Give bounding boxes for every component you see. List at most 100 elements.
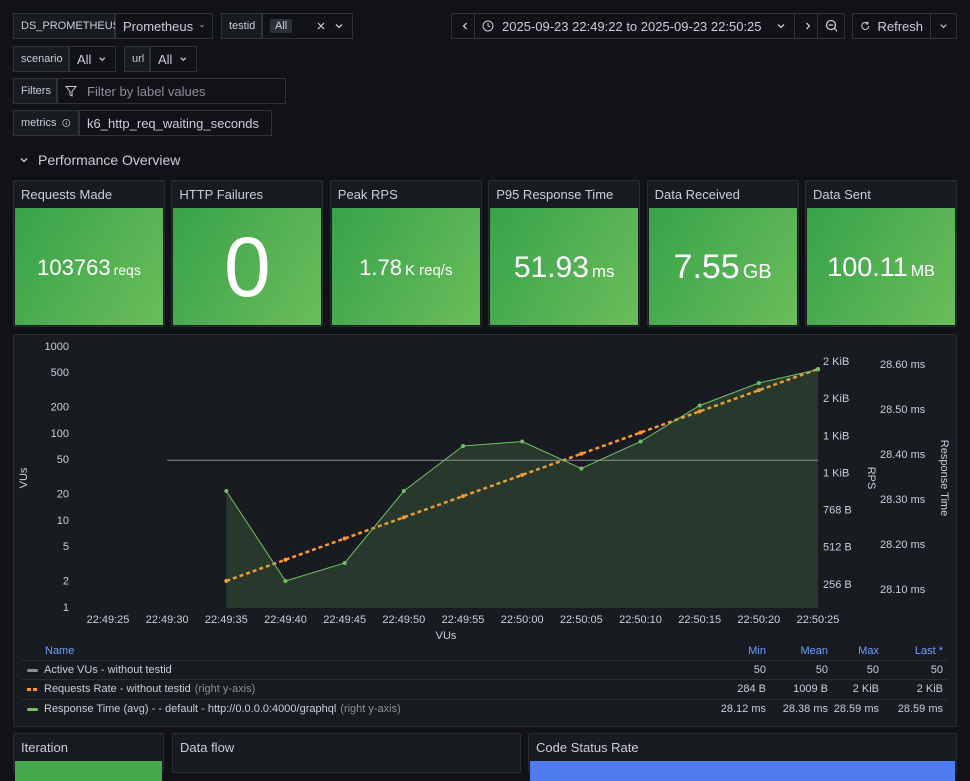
stat-title: HTTP Failures <box>179 187 263 202</box>
metrics-value: k6_http_req_waiting_seconds <box>87 115 260 131</box>
panel: Code Status Rate <box>528 733 957 781</box>
stat-value: 7.55 <box>673 248 740 286</box>
legend-swatch <box>27 669 38 672</box>
series-point <box>520 472 525 477</box>
y2-tick-label: 512 B <box>823 542 852 554</box>
legend-stat: 28.59 ms <box>897 702 943 715</box>
legend-stat: 50 <box>866 664 879 676</box>
series-point <box>756 381 761 385</box>
stat-panel: Peak RPS 1.78 K req/s <box>329 180 482 327</box>
variable-label: DS_PROMETHEUS <box>13 13 120 39</box>
stat-panel: HTTP Failures 0 <box>171 180 324 327</box>
legend-header: Mean <box>800 645 828 657</box>
y-tick-label: 10 <box>57 515 69 527</box>
variable-select[interactable]: All <box>262 13 353 39</box>
stat-body: 0 <box>173 208 322 325</box>
x-tick-label: 22:49:45 <box>323 614 366 626</box>
x-tick-label: 22:50:20 <box>737 614 780 626</box>
legend-separator <box>22 660 948 661</box>
filters-input[interactable]: Filter by label values <box>57 78 286 104</box>
zoom-out[interactable] <box>817 13 845 39</box>
y2-tick-label: 256 B <box>823 579 852 591</box>
y2-tick-label: 1 KiB <box>823 430 849 442</box>
time-range-text: 2025-09-23 22:49:22 to 2025-09-23 22:50:… <box>502 18 762 34</box>
icon <box>462 22 467 30</box>
time-range[interactable]: 2025-09-23 22:49:22 to 2025-09-23 22:50:… <box>474 13 795 39</box>
y3-tick-label: 28.40 ms <box>880 449 926 461</box>
x-tick-label: 22:50:15 <box>678 614 721 626</box>
y2-tick-label: 2 KiB <box>823 356 849 368</box>
icon <box>825 19 837 32</box>
x-tick-label: 22:49:55 <box>442 614 485 626</box>
stat-value: 103763 <box>37 255 111 280</box>
legend-stat: 2 KiB <box>916 683 943 696</box>
series-point <box>756 388 761 393</box>
legend-separator <box>22 698 948 700</box>
y3-tick-label: 28.30 ms <box>880 494 926 506</box>
legend-header: Last * <box>914 645 943 657</box>
variable-select[interactable]: All <box>69 46 116 72</box>
stat-panel: Requests Made 103763 reqs <box>13 180 165 327</box>
variable-chip: All <box>270 19 293 33</box>
icon <box>806 22 810 30</box>
legend-series-name: Response Time (avg) - - default - http:/… <box>44 702 337 715</box>
refresh-text: Refresh <box>877 18 923 34</box>
legend-series-name: Requests Rate - without testid <box>44 683 191 696</box>
variable-select[interactable]: All <box>150 46 197 72</box>
legend-stat: 2 KiB <box>852 683 879 696</box>
variable-value: All <box>158 51 173 67</box>
legend-note: (right y-axis) <box>194 683 256 696</box>
legend-stat: 28.59 ms <box>833 702 879 715</box>
y-tick-label: 1 <box>63 602 69 614</box>
panel: Data flow <box>172 733 521 773</box>
variable-value: All <box>77 51 92 67</box>
x-tick-label: 22:50:10 <box>619 614 662 626</box>
series-point <box>461 444 465 448</box>
icon <box>65 86 77 97</box>
legend-separator <box>22 679 948 681</box>
y-tick-label: 50 <box>57 454 69 466</box>
icon <box>940 24 947 29</box>
series-area <box>226 369 819 608</box>
refresh-interval[interactable] <box>930 13 957 39</box>
icon <box>861 21 870 30</box>
x-tick-label: 22:50:00 <box>501 614 544 626</box>
timeseries-panel <box>13 334 957 727</box>
x-tick-label: 22:50:05 <box>560 614 603 626</box>
stat-panel: Data Sent 100.11 MB <box>805 180 957 327</box>
legend-name[interactable]: Active VUs - without testid <box>44 664 172 676</box>
x-tick-label: 22:49:25 <box>87 614 130 626</box>
row-header[interactable]: Performance Overview <box>18 152 180 168</box>
series-point <box>224 578 229 583</box>
legend-stat: 50 <box>930 664 943 676</box>
metrics-label: metrics <box>13 110 79 136</box>
refresh-button[interactable]: Refresh <box>852 13 931 39</box>
stat-unit: ms <box>591 262 615 281</box>
y3-tick-label: 28.60 ms <box>880 359 926 371</box>
stat-title: Data Received <box>654 187 740 202</box>
variable-label: testid <box>221 13 262 39</box>
metrics-label-text: metrics <box>21 117 57 129</box>
legend-name[interactable]: Response Time (avg) - - default - http:/… <box>44 703 401 715</box>
series-point <box>342 561 347 565</box>
variable-select[interactable]: Prometheus <box>115 13 213 39</box>
y2-tick-label: 768 B <box>823 505 852 517</box>
x-tick-label: 22:49:35 <box>205 614 248 626</box>
metrics-select[interactable]: k6_http_req_waiting_seconds <box>79 110 272 136</box>
stat-title: Requests Made <box>21 187 113 202</box>
stat-body: 51.93 ms <box>490 208 639 325</box>
panel-title: Data flow <box>180 740 235 755</box>
icon <box>200 25 204 28</box>
stat-value: 1.78 <box>359 255 402 280</box>
series-point <box>520 439 525 444</box>
panel-title: Iteration <box>21 740 68 755</box>
series-point <box>579 466 584 471</box>
stat-title: Peak RPS <box>337 187 398 202</box>
y3-tick-label: 28.50 ms <box>880 404 926 416</box>
icon <box>777 24 785 29</box>
y3-axis-label: Response Time <box>938 440 950 516</box>
legend-name[interactable]: Requests Rate - without testid (right y-a… <box>44 683 255 695</box>
legend-note: (right y-axis) <box>340 702 401 715</box>
